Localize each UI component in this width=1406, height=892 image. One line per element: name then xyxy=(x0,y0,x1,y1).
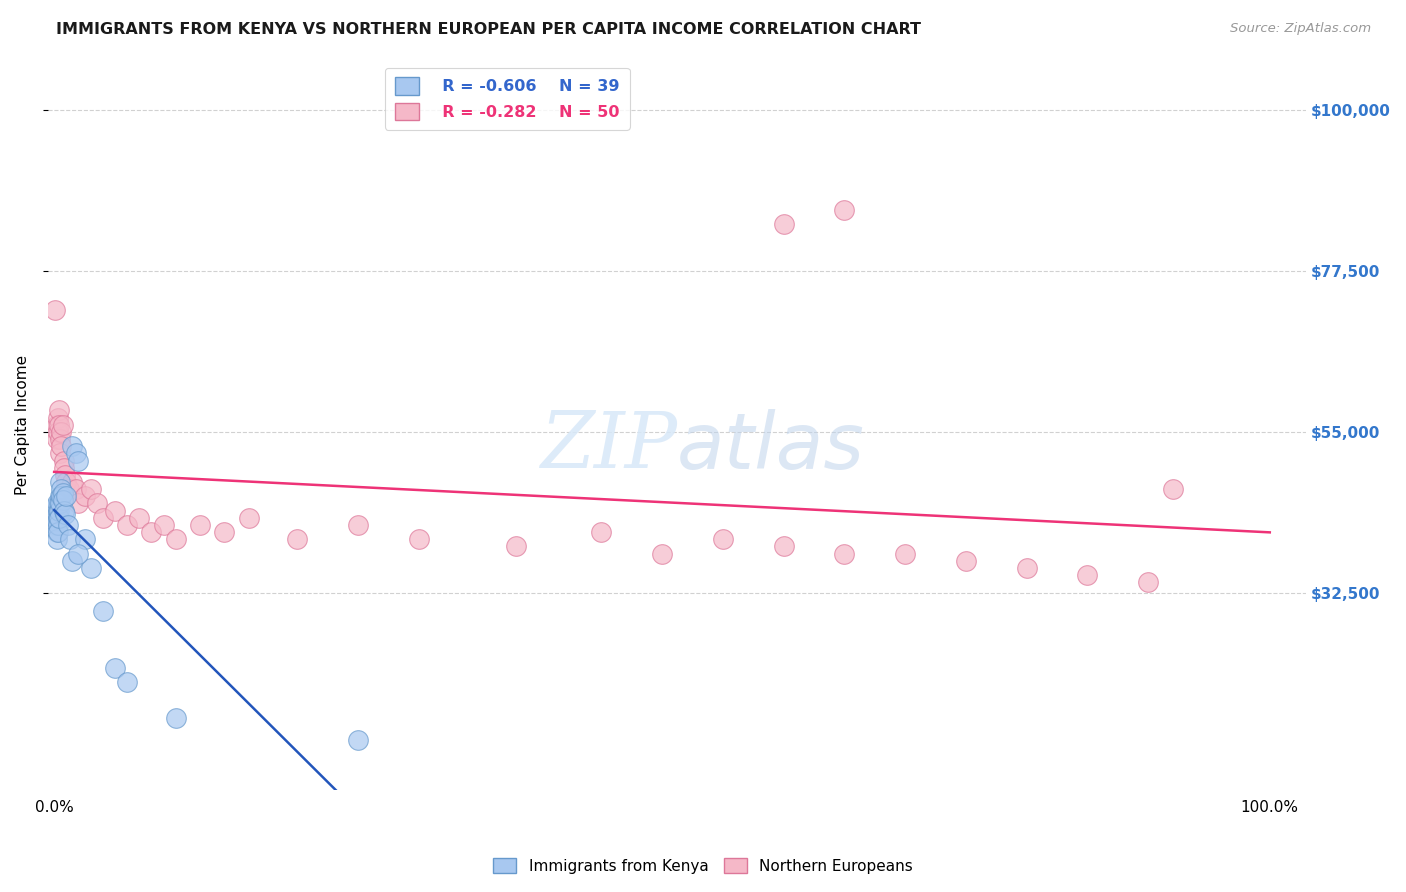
Y-axis label: Per Capita Income: Per Capita Income xyxy=(15,355,30,495)
Legend:   R = -0.606    N = 39,   R = -0.282    N = 50: R = -0.606 N = 39, R = -0.282 N = 50 xyxy=(385,68,630,129)
Point xyxy=(46,510,69,524)
Point xyxy=(45,417,67,432)
Point xyxy=(48,510,70,524)
Point xyxy=(46,525,69,540)
Point xyxy=(651,547,673,561)
Point xyxy=(52,417,75,432)
Point xyxy=(51,425,73,439)
Text: atlas: atlas xyxy=(678,409,865,484)
Point xyxy=(52,492,75,507)
Point xyxy=(49,475,72,489)
Point xyxy=(91,510,114,524)
Point xyxy=(56,518,79,533)
Point xyxy=(188,518,211,533)
Point xyxy=(165,533,187,547)
Point xyxy=(48,417,70,432)
Point xyxy=(65,446,87,460)
Point xyxy=(49,496,72,510)
Point xyxy=(46,518,69,533)
Point xyxy=(67,547,90,561)
Point xyxy=(128,510,150,524)
Point xyxy=(79,482,101,496)
Point xyxy=(955,554,977,568)
Point xyxy=(53,467,76,482)
Legend: Immigrants from Kenya, Northern Europeans: Immigrants from Kenya, Northern European… xyxy=(488,852,918,880)
Point xyxy=(45,496,67,510)
Point xyxy=(591,525,613,540)
Point xyxy=(53,507,76,521)
Point xyxy=(347,732,370,747)
Point xyxy=(1137,575,1160,590)
Point xyxy=(115,675,138,690)
Point xyxy=(46,503,69,517)
Point xyxy=(115,518,138,533)
Point xyxy=(49,489,72,503)
Point xyxy=(772,540,794,554)
Point xyxy=(44,510,66,524)
Point xyxy=(104,661,127,675)
Point xyxy=(52,503,75,517)
Point xyxy=(44,518,66,533)
Point xyxy=(51,482,73,496)
Point xyxy=(347,518,370,533)
Point xyxy=(49,432,72,446)
Point xyxy=(45,533,67,547)
Point xyxy=(51,489,73,503)
Point xyxy=(408,533,430,547)
Point xyxy=(772,217,794,231)
Point xyxy=(45,514,67,528)
Point xyxy=(152,518,174,533)
Point xyxy=(1015,561,1038,575)
Point xyxy=(1076,568,1098,582)
Point xyxy=(67,496,90,510)
Point xyxy=(45,507,67,521)
Point xyxy=(141,525,163,540)
Point xyxy=(104,503,127,517)
Point xyxy=(60,439,83,453)
Point xyxy=(505,540,527,554)
Point xyxy=(73,533,96,547)
Point xyxy=(55,489,77,503)
Point xyxy=(52,453,75,467)
Point xyxy=(79,561,101,575)
Point xyxy=(711,533,734,547)
Text: IMMIGRANTS FROM KENYA VS NORTHERN EUROPEAN PER CAPITA INCOME CORRELATION CHART: IMMIGRANTS FROM KENYA VS NORTHERN EUROPE… xyxy=(56,22,921,37)
Point xyxy=(52,460,75,475)
Point xyxy=(45,525,67,540)
Point xyxy=(45,432,67,446)
Point xyxy=(49,446,72,460)
Point xyxy=(834,547,856,561)
Point xyxy=(894,547,917,561)
Point xyxy=(1161,482,1184,496)
Point xyxy=(91,604,114,618)
Text: ZIP: ZIP xyxy=(540,409,678,484)
Point xyxy=(214,525,236,540)
Point xyxy=(48,496,70,510)
Point xyxy=(44,303,66,318)
Point xyxy=(46,425,69,439)
Point xyxy=(285,533,308,547)
Point xyxy=(58,482,80,496)
Point xyxy=(238,510,260,524)
Point xyxy=(46,410,69,425)
Point xyxy=(834,202,856,217)
Point xyxy=(44,500,66,514)
Point xyxy=(60,554,83,568)
Point xyxy=(59,533,82,547)
Point xyxy=(60,475,83,489)
Point xyxy=(65,482,87,496)
Point xyxy=(52,485,75,500)
Point xyxy=(73,489,96,503)
Point xyxy=(48,503,70,517)
Point xyxy=(86,496,108,510)
Point xyxy=(55,475,77,489)
Point xyxy=(165,711,187,725)
Text: Source: ZipAtlas.com: Source: ZipAtlas.com xyxy=(1230,22,1371,36)
Point xyxy=(48,403,70,417)
Point xyxy=(67,453,90,467)
Point xyxy=(51,439,73,453)
